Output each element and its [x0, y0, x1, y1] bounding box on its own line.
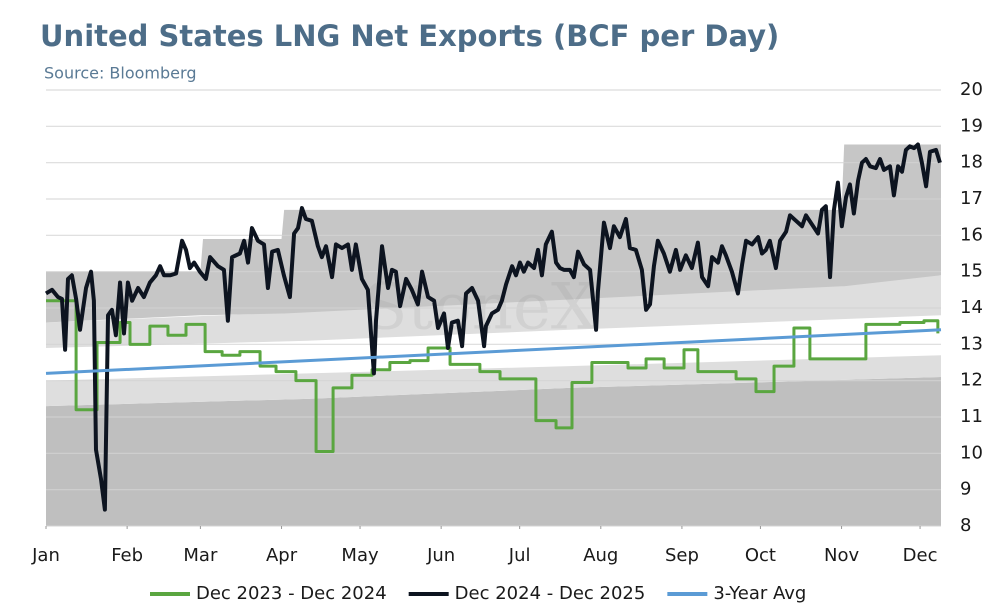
series-line [46, 299, 940, 454]
series-line [45, 328, 942, 375]
y-tick-label: 13 [960, 333, 983, 354]
x-tick-label: Aug [583, 545, 618, 566]
y-tick-label: 20 [960, 79, 983, 100]
y-tick-label: 11 [960, 406, 983, 427]
x-tick-label: Oct [745, 545, 776, 566]
y-tick-label: 10 [960, 442, 983, 463]
y-tick-label: 15 [960, 261, 983, 282]
legend-label: 3-Year Avg [713, 583, 806, 604]
y-tick-label: 17 [960, 188, 983, 209]
x-tick-label: Jun [426, 545, 455, 566]
legend-label: Dec 2024 - Dec 2025 [455, 583, 646, 604]
x-tick-label: Apr [266, 545, 298, 566]
y-tick-label: 16 [960, 224, 983, 245]
y-tick-label: 8 [960, 515, 971, 536]
x-tick-label: Sep [665, 545, 699, 566]
x-tick-label: Nov [824, 545, 859, 566]
chart-subtitle: Source: Bloomberg [44, 64, 196, 83]
y-tick-label: 14 [960, 297, 983, 318]
chart-title: United States LNG Net Exports (BCF per D… [40, 19, 779, 53]
range-band [46, 377, 941, 526]
x-tick-label: Feb [111, 545, 143, 566]
x-tick-label: May [341, 545, 379, 566]
x-tick-label: Jul [508, 545, 531, 566]
x-tick-label: Dec [903, 545, 938, 566]
y-tick-label: 19 [960, 115, 983, 136]
y-tick-label: 18 [960, 152, 983, 173]
x-tick-label: Jan [31, 545, 60, 566]
legend-label: Dec 2023 - Dec 2024 [196, 583, 387, 604]
y-tick-label: 9 [960, 479, 971, 500]
series-line [44, 142, 942, 512]
y-tick-label: 12 [960, 370, 983, 391]
x-tick-label: Mar [183, 545, 218, 566]
